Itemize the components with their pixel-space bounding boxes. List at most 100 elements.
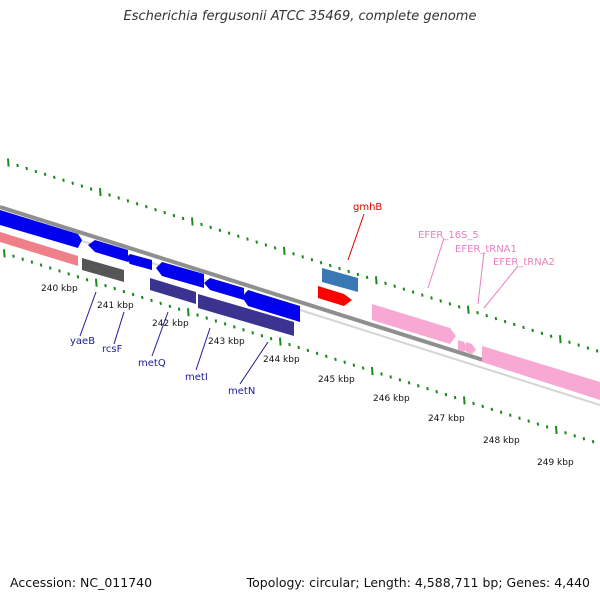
gc-tick [306,348,310,353]
tick-label-240: 240 kbp [41,284,78,294]
gc-tick [126,199,130,203]
gc-tick [509,413,512,417]
genome-title: Escherichia fergusonii ATCC 35469, compl… [123,9,477,24]
tick-label-248: 248 kbp [483,436,520,446]
gc-tick [595,349,599,353]
gc-tick [564,431,567,435]
label-EFER_tRNA2: EFER_tRNA2 [493,257,555,268]
gc-tick [490,407,494,412]
gc-tick [159,301,162,306]
gc-tick [117,196,120,200]
gc-tick [319,260,323,265]
gc-tick [237,234,240,238]
gc-tick [163,210,166,215]
gc-tick [481,404,484,409]
gc-tick [12,254,15,258]
gc-tick [421,293,424,297]
feature-rna-left[interactable] [0,232,78,266]
label-leaders [79,213,519,385]
gc-tick [34,169,38,174]
gc-tick [200,222,203,227]
label-metQ: metQ [138,358,166,369]
gc-tick [518,416,521,420]
gc-tick [347,269,350,274]
gc-tick [371,366,374,376]
feature-metI-metN[interactable] [198,294,294,336]
gc-tick [30,260,34,264]
feature-gmhB[interactable] [318,286,352,306]
gc-tick [435,389,438,394]
gc-tick [3,249,6,258]
gc-tick [380,372,383,376]
feature-cds-2[interactable] [126,254,152,270]
gc-tick [545,425,549,429]
gc-tick [463,396,466,405]
gc-tick [577,343,580,347]
gc-tick [297,345,300,350]
gc-skew-track-inner [3,249,595,444]
gc-tick [531,328,534,333]
gc-tick [568,340,571,344]
gc-tick [273,246,277,250]
tick-label-245: 245 kbp [318,375,355,385]
gc-tick [310,258,314,262]
gc-tick [191,217,194,226]
forward-strand-features [0,210,600,400]
gc-tick [233,325,236,329]
gc-tick [264,243,268,247]
gc-tick [85,278,89,282]
gc-tick [187,308,190,317]
gc-tick [145,205,148,209]
feature-cds-1[interactable] [88,240,128,262]
gc-tick [168,304,172,308]
feature-EFER_16S_5[interactable] [372,304,456,344]
gc-tick [39,263,43,267]
scale-labels: 240 kbp 241 kbp 242 kbp 243 kbp 244 kbp … [41,284,574,468]
gc-tick [141,295,144,300]
feature-yaeB-partial[interactable] [0,210,82,248]
gene-labels: yaeB rcsF metQ metI metN gmhB EFER_16S_5… [70,202,555,397]
gc-tick [352,363,356,367]
gc-tick [49,266,52,270]
feature-cds-5[interactable] [242,290,300,322]
feature-EFER_tRNA2[interactable] [466,342,476,354]
gc-tick [494,316,498,321]
genome-summary-text: Topology: circular; Length: 4,588,711 bp… [246,575,590,590]
feature-cds-3[interactable] [156,262,204,288]
feature-metQ[interactable] [150,278,196,304]
gc-tick [279,337,282,346]
gc-tick [343,360,346,364]
tick-label-249: 249 kbp [537,458,574,468]
feature-cds-4[interactable] [204,278,244,300]
label-metN: metN [228,386,255,397]
gc-tick [586,346,590,350]
gc-tick [246,237,249,241]
gc-tick [426,387,429,391]
feature-rna-right[interactable] [482,346,600,400]
gc-tick [283,246,286,255]
gc-tick [448,302,452,306]
feature-pseudo[interactable] [82,258,124,282]
gc-tick [476,311,479,315]
feature-EFER_tRNA1[interactable] [458,340,468,352]
gc-tick [334,357,337,361]
gc-tick [301,255,304,259]
tick-label-241: 241 kbp [97,301,134,311]
label-metI: metI [185,372,208,383]
tick-label-243: 243 kbp [208,337,245,347]
gc-tick [218,228,222,232]
gc-tick [25,166,28,171]
gc-tick [503,319,507,324]
gc-tick [407,381,411,385]
gc-tick [288,342,291,347]
accession-text: Accession: NC_011740 [10,575,153,590]
gc-tick [513,322,516,327]
feature-gmhB-steel[interactable] [322,268,358,292]
gc-tick [177,307,181,311]
gc-tick [43,172,47,177]
label-gmhB: gmhB [353,202,382,213]
gc-tick [122,289,126,294]
gc-tick [113,286,116,291]
gc-tick [21,257,24,261]
gc-tick [582,437,586,441]
